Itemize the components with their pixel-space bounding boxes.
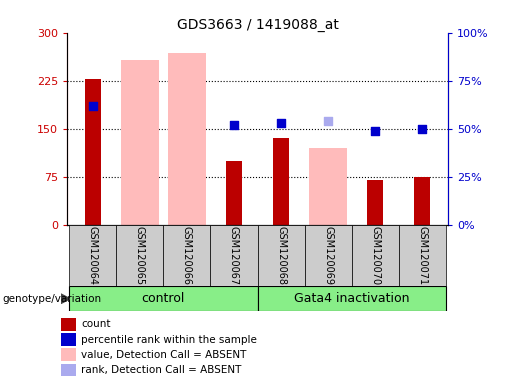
Bar bbox=[163, 225, 211, 286]
Text: GSM120069: GSM120069 bbox=[323, 226, 333, 285]
Bar bbox=[352, 225, 399, 286]
Bar bbox=[399, 225, 445, 286]
Bar bbox=[61, 318, 76, 331]
Bar bbox=[121, 60, 159, 225]
Bar bbox=[258, 225, 304, 286]
Bar bbox=[116, 225, 163, 286]
Text: genotype/variation: genotype/variation bbox=[3, 294, 101, 304]
Text: control: control bbox=[142, 292, 185, 305]
Bar bbox=[258, 286, 445, 311]
Text: GSM120065: GSM120065 bbox=[135, 226, 145, 285]
Bar bbox=[367, 180, 383, 225]
Text: GSM120068: GSM120068 bbox=[276, 226, 286, 285]
Point bbox=[89, 103, 97, 109]
Bar bbox=[84, 79, 101, 225]
Point bbox=[418, 126, 426, 132]
Text: GSM120066: GSM120066 bbox=[182, 226, 192, 285]
Bar bbox=[61, 364, 76, 376]
Point bbox=[371, 127, 379, 134]
Bar bbox=[226, 161, 242, 225]
Bar bbox=[61, 349, 76, 361]
Point bbox=[324, 118, 332, 124]
Text: GSM120067: GSM120067 bbox=[229, 226, 239, 285]
Polygon shape bbox=[61, 294, 70, 304]
Bar bbox=[309, 148, 347, 225]
Bar bbox=[70, 286, 258, 311]
Bar bbox=[211, 225, 258, 286]
Text: rank, Detection Call = ABSENT: rank, Detection Call = ABSENT bbox=[81, 365, 242, 375]
Bar bbox=[70, 225, 116, 286]
Text: Gata4 inactivation: Gata4 inactivation bbox=[294, 292, 409, 305]
Title: GDS3663 / 1419088_at: GDS3663 / 1419088_at bbox=[177, 18, 338, 31]
Bar bbox=[273, 138, 289, 225]
Point bbox=[277, 120, 285, 126]
Bar bbox=[304, 225, 352, 286]
Bar bbox=[414, 177, 431, 225]
Text: count: count bbox=[81, 319, 110, 329]
Bar bbox=[61, 333, 76, 346]
Text: percentile rank within the sample: percentile rank within the sample bbox=[81, 334, 257, 344]
Text: GSM120071: GSM120071 bbox=[417, 226, 427, 285]
Bar bbox=[168, 53, 206, 225]
Text: GSM120070: GSM120070 bbox=[370, 226, 380, 285]
Point bbox=[230, 122, 238, 128]
Text: GSM120064: GSM120064 bbox=[88, 226, 98, 285]
Text: value, Detection Call = ABSENT: value, Detection Call = ABSENT bbox=[81, 350, 246, 360]
